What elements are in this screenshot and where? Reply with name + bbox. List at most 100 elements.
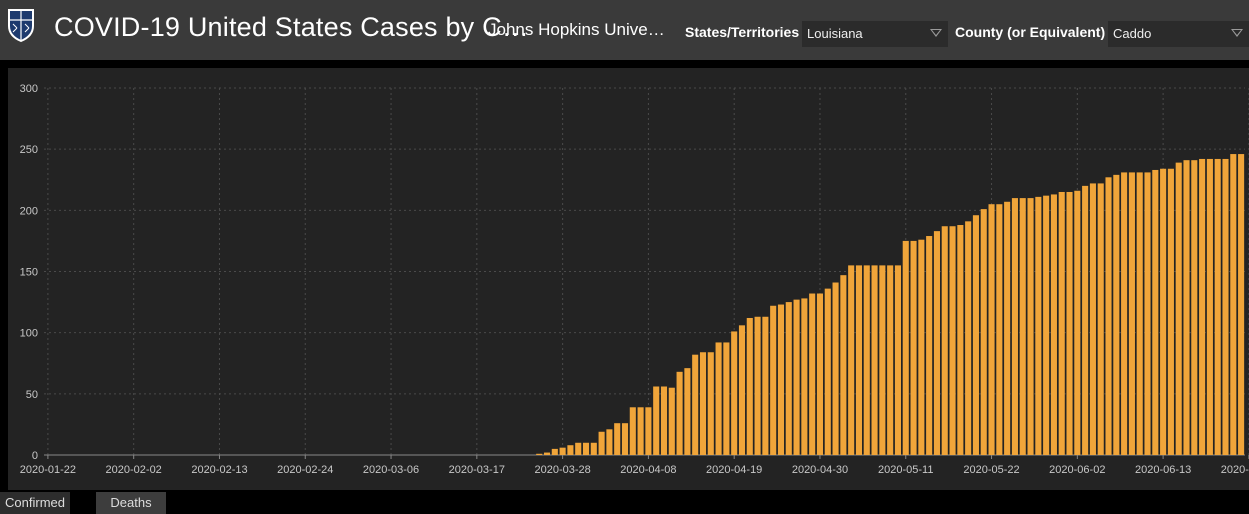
bar xyxy=(1238,154,1245,455)
bar xyxy=(1183,160,1190,455)
bar xyxy=(996,204,1003,455)
bar xyxy=(1121,172,1128,455)
x-tick-label: 2020-05-11 xyxy=(878,464,933,476)
county-select-value: Caddo xyxy=(1113,26,1152,41)
state-select[interactable]: Louisiana xyxy=(802,21,948,47)
y-tick-label: 150 xyxy=(20,267,38,279)
bar xyxy=(606,429,613,455)
y-tick-label: 0 xyxy=(32,450,38,462)
tab-bar: Confirmed Deaths xyxy=(0,490,1249,514)
bar xyxy=(816,293,824,455)
bar xyxy=(1113,174,1120,455)
county-select[interactable]: Caddo xyxy=(1108,21,1249,47)
bar xyxy=(738,325,746,455)
bar xyxy=(645,407,652,455)
bar xyxy=(1027,198,1034,455)
bar xyxy=(902,240,909,455)
bar xyxy=(1058,191,1065,455)
bar xyxy=(1074,190,1081,455)
bar xyxy=(707,352,714,455)
bar xyxy=(1175,162,1182,455)
bar xyxy=(910,240,917,455)
bar-chart: 0 50 100 150 200 250 300 2020-01-22 2020-02-02 20… xyxy=(20,83,1249,476)
bar xyxy=(699,352,707,455)
bar xyxy=(551,448,558,455)
county-filter-label: County (or Equivalent) xyxy=(955,24,1106,40)
bar xyxy=(1230,154,1237,455)
chevron-down-icon xyxy=(1231,29,1243,37)
bar xyxy=(824,288,831,455)
bar xyxy=(590,442,597,455)
chart-panel: 0 50 100 150 200 250 300 2020-01-22 2020-02-02 20… xyxy=(8,68,1249,490)
x-tick-label: 2020-05-22 xyxy=(963,464,1019,476)
bar xyxy=(949,226,956,455)
bar xyxy=(793,299,800,455)
bar xyxy=(1222,158,1229,455)
bar xyxy=(653,386,660,455)
bar xyxy=(1004,201,1011,455)
x-tick-label: 2020-04-08 xyxy=(620,464,676,476)
bar xyxy=(785,302,792,455)
x-tick-label: 2020-06-02 xyxy=(1049,464,1105,476)
y-tick-label: 50 xyxy=(26,389,38,401)
bar xyxy=(801,298,808,455)
state-filter-label: States/Territories xyxy=(685,24,800,40)
bar xyxy=(637,407,644,455)
bar xyxy=(777,304,785,455)
bar xyxy=(918,239,925,455)
bar xyxy=(536,453,543,455)
bar xyxy=(1019,198,1026,455)
bar xyxy=(1128,172,1135,455)
tab-confirmed[interactable]: Confirmed xyxy=(0,492,70,514)
page-subtitle: Johns Hopkins Unive… xyxy=(488,20,665,39)
bar xyxy=(840,275,847,455)
bar xyxy=(629,407,636,455)
bar xyxy=(762,316,769,455)
bar xyxy=(621,423,629,455)
bar xyxy=(598,431,605,455)
bar xyxy=(1066,191,1073,455)
x-tick-label: 2020-04-30 xyxy=(792,464,848,476)
page-title: COVID-19 United States Cases by C… xyxy=(54,12,529,42)
bar xyxy=(692,354,699,455)
bar xyxy=(582,442,590,455)
x-tick-label: 2020-01-22 xyxy=(20,464,76,476)
bar xyxy=(1152,169,1159,456)
x-tick-label: 2020-03-17 xyxy=(449,464,505,476)
bar xyxy=(941,226,948,455)
bar xyxy=(754,316,761,455)
bar xyxy=(863,265,870,455)
x-tick-label: 2020-06-24 xyxy=(1221,464,1249,476)
bar xyxy=(1160,168,1167,455)
bar xyxy=(676,371,683,455)
bar xyxy=(668,387,675,455)
bar xyxy=(559,447,566,455)
bar xyxy=(1214,158,1221,455)
x-tick-label: 2020-03-28 xyxy=(534,464,590,476)
x-tick-label: 2020-02-02 xyxy=(106,464,162,476)
bar xyxy=(575,442,582,455)
bar xyxy=(1144,172,1151,455)
bar xyxy=(731,331,738,455)
app-header: COVID-19 United States Cases by C… Johns… xyxy=(0,0,1249,60)
bar xyxy=(1105,177,1112,455)
bar xyxy=(1082,185,1089,455)
bar xyxy=(715,342,722,455)
y-tick-label: 200 xyxy=(20,205,38,217)
y-tick-label: 300 xyxy=(20,83,38,95)
bar xyxy=(809,293,816,455)
bar xyxy=(567,445,574,455)
shield-logo-icon xyxy=(8,9,34,42)
bar xyxy=(1206,158,1213,455)
bar xyxy=(832,282,839,455)
bar xyxy=(879,265,886,455)
bar xyxy=(957,225,964,455)
bar xyxy=(848,265,855,455)
bar xyxy=(972,215,979,455)
bar xyxy=(855,265,863,455)
bar xyxy=(980,209,987,455)
bar xyxy=(723,342,730,455)
bar xyxy=(1089,183,1096,456)
chevron-down-icon xyxy=(930,29,942,37)
tab-deaths[interactable]: Deaths xyxy=(96,492,166,514)
